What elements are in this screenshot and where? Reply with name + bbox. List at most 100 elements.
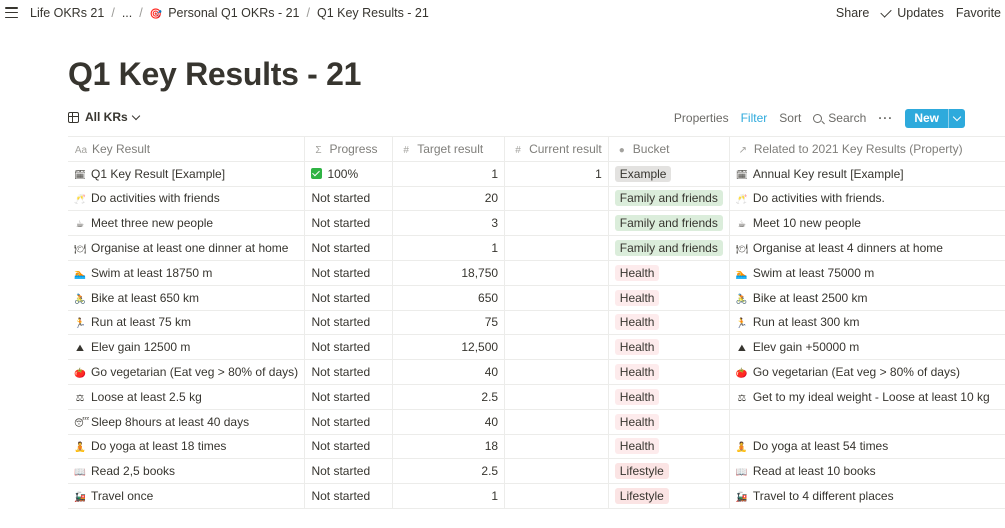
bucket-cell[interactable]: Health: [607, 309, 730, 336]
target-result-cell[interactable]: 75: [392, 309, 505, 336]
view-selector[interactable]: All KRs: [68, 110, 140, 124]
bucket-cell[interactable]: Health: [607, 433, 730, 460]
related-cell[interactable]: [728, 408, 1005, 435]
target-result-cell[interactable]: 20: [392, 185, 505, 212]
key-result-cell[interactable]: 😴 Sleep 8hours at least 40 days: [68, 408, 305, 435]
key-result-cell[interactable]: ⛰ Elev gain 12500 m: [68, 334, 305, 361]
key-result-cell[interactable]: ☕ Meet three new people: [68, 210, 305, 237]
key-result-cell[interactable]: 🧘 Do yoga at least 18 times: [68, 433, 305, 460]
related-cell[interactable]: 🏃 Run at least 300 km: [728, 309, 1005, 336]
progress-cell[interactable]: Not started: [304, 210, 393, 237]
progress-cell[interactable]: Not started: [304, 408, 393, 435]
favorite-button[interactable]: Favorite: [955, 6, 1001, 20]
new-button[interactable]: New: [914, 110, 939, 125]
related-cell[interactable]: 🍅 Go vegetarian (Eat veg > 80% of days): [728, 359, 1005, 385]
bucket-cell[interactable]: Health: [607, 334, 730, 361]
table-row[interactable]: 🗓 Q1 Key Result [Example] 100% 1 1 Example 🗓 An…: [68, 160, 1005, 187]
current-result-cell[interactable]: [504, 408, 609, 435]
table-row[interactable]: ☕ Meet three new people Not started 3 Family…: [68, 210, 1005, 237]
table-row[interactable]: ⚖ Loose at least 2.5 kg Not started 2.5 Heal…: [68, 383, 1005, 410]
related-link[interactable]: Bike at least 2500 km: [752, 290, 868, 305]
related-cell[interactable]: 🥂 Do activities with friends.: [728, 185, 1005, 212]
table-row[interactable]: 🧘 Do yoga at least 18 times Not started 18 H…: [68, 433, 1005, 460]
table-row[interactable]: 🏊 Swim at least 18750 m Not started 18,750 H…: [68, 259, 1005, 286]
table-row[interactable]: 🍽 Organise at least one dinner at home Not…: [68, 235, 1005, 261]
bucket-cell[interactable]: Family and friends: [607, 235, 730, 261]
table-row[interactable]: 🍅 Go vegetarian (Eat veg > 80% of days) No…: [68, 359, 1005, 385]
table-row[interactable]: 📖 Read 2,5 books Not started 2.5 Lifestyle 📖 R…: [68, 458, 1005, 485]
key-result-cell[interactable]: 🏊 Swim at least 18750 m: [68, 259, 305, 286]
share-button[interactable]: Share: [835, 6, 870, 20]
related-link[interactable]: Do yoga at least 54 times: [752, 439, 889, 454]
table-row[interactable]: 🏃 Run at least 75 km Not started 75 Health 🏃 R…: [68, 309, 1005, 336]
bucket-cell[interactable]: Health: [607, 408, 730, 435]
related-link[interactable]: Travel to 4 different places: [752, 489, 894, 504]
related-link[interactable]: Swim at least 75000 m: [752, 265, 875, 280]
related-cell[interactable]: 📖 Read at least 10 books: [728, 458, 1005, 485]
related-cell[interactable]: 🧘 Do yoga at least 54 times: [728, 433, 1005, 460]
related-link[interactable]: Run at least 300 km: [752, 315, 860, 330]
bucket-cell[interactable]: Family and friends: [607, 185, 730, 212]
related-cell[interactable]: ☕ Meet 10 new people: [728, 210, 1005, 237]
key-result-cell[interactable]: 🍅 Go vegetarian (Eat veg > 80% of days): [68, 359, 305, 385]
target-result-cell[interactable]: 1: [392, 483, 505, 509]
related-cell[interactable]: ⛰ Elev gain +50000 m: [728, 334, 1005, 361]
breadcrumb-life-okrs[interactable]: Life OKRs 21: [30, 6, 105, 20]
bucket-cell[interactable]: Lifestyle: [607, 483, 730, 509]
more-options-button[interactable]: ···: [878, 111, 894, 125]
new-dropdown-button[interactable]: [948, 108, 965, 128]
updates-button[interactable]: Updates: [880, 5, 944, 20]
target-result-cell[interactable]: 2.5: [392, 458, 505, 485]
sidebar-menu-icon[interactable]: [5, 7, 18, 18]
current-result-cell[interactable]: [504, 309, 609, 336]
target-result-cell[interactable]: 2.5: [392, 383, 505, 410]
related-cell[interactable]: 🚴 Bike at least 2500 km: [728, 284, 1005, 311]
current-result-cell[interactable]: [504, 359, 609, 385]
key-result-cell[interactable]: 📖 Read 2,5 books: [68, 458, 305, 485]
column-header[interactable]: # Target result: [392, 136, 505, 162]
current-result-cell[interactable]: 1: [504, 160, 609, 187]
bucket-cell[interactable]: Health: [607, 383, 730, 410]
bucket-cell[interactable]: Example: [607, 160, 730, 187]
current-result-cell[interactable]: [504, 483, 609, 509]
target-result-cell[interactable]: 40: [392, 408, 505, 435]
breadcrumb-personal-q1-okrs[interactable]: 🎯 Personal Q1 OKRs - 21: [150, 6, 300, 20]
key-result-cell[interactable]: ⚖ Loose at least 2.5 kg: [68, 383, 305, 410]
progress-cell[interactable]: Not started: [304, 483, 393, 509]
progress-cell[interactable]: Not started: [304, 359, 393, 385]
search-button[interactable]: Search: [813, 111, 866, 125]
progress-cell[interactable]: Not started: [304, 433, 393, 460]
table-row[interactable]: 🚴 Bike at least 650 km Not started 650 Healt…: [68, 284, 1005, 311]
progress-cell[interactable]: Not started: [304, 334, 393, 361]
target-result-cell[interactable]: 40: [392, 359, 505, 385]
progress-cell[interactable]: Not started: [304, 458, 393, 485]
target-result-cell[interactable]: 1: [392, 160, 505, 187]
column-header[interactable]: Aa Key Result: [68, 136, 305, 162]
current-result-cell[interactable]: [504, 185, 609, 212]
current-result-cell[interactable]: [504, 259, 609, 286]
key-result-cell[interactable]: 🏃 Run at least 75 km: [68, 309, 305, 336]
progress-cell[interactable]: Not started: [304, 259, 393, 286]
related-link[interactable]: Organise at least 4 dinners at home: [752, 241, 943, 256]
current-result-cell[interactable]: [504, 284, 609, 311]
bucket-cell[interactable]: Lifestyle: [607, 458, 730, 485]
progress-cell[interactable]: Not started: [304, 185, 393, 212]
target-result-cell[interactable]: 18,750: [392, 259, 505, 286]
current-result-cell[interactable]: [504, 334, 609, 361]
filter-button[interactable]: Filter: [740, 111, 768, 125]
column-header[interactable]: Σ Progress: [304, 136, 393, 162]
breadcrumb-current-page[interactable]: Q1 Key Results - 21: [316, 6, 429, 20]
column-header[interactable]: ● Bucket: [607, 136, 730, 162]
progress-cell[interactable]: Not started: [304, 235, 393, 261]
related-link[interactable]: Annual Key result [Example]: [752, 166, 904, 181]
related-link[interactable]: Go vegetarian (Eat veg > 80% of days): [752, 365, 960, 380]
current-result-cell[interactable]: [504, 235, 609, 261]
bucket-cell[interactable]: Health: [607, 284, 730, 311]
key-result-cell[interactable]: 🗓 Q1 Key Result [Example]: [68, 160, 305, 187]
table-row[interactable]: 🚂 Travel once Not started 1 Lifestyle 🚂 Travel…: [68, 483, 1005, 509]
related-cell[interactable]: 🏊 Swim at least 75000 m: [728, 259, 1005, 286]
bucket-cell[interactable]: Family and friends: [607, 210, 730, 237]
sort-button[interactable]: Sort: [779, 111, 802, 125]
key-result-cell[interactable]: 🚴 Bike at least 650 km: [68, 284, 305, 311]
related-link[interactable]: Meet 10 new people: [752, 216, 861, 231]
